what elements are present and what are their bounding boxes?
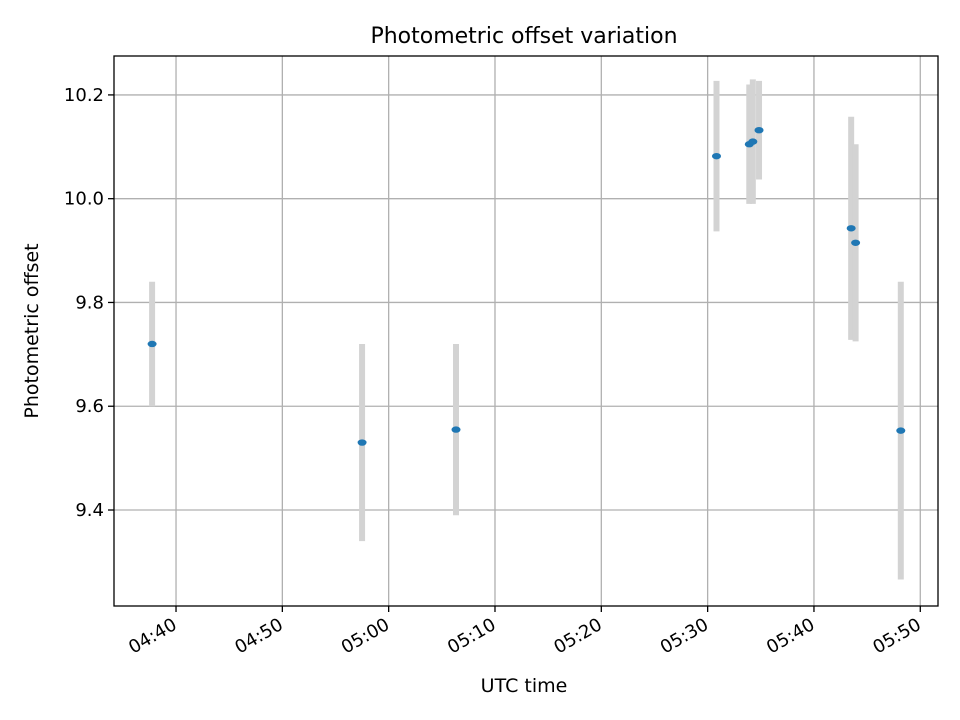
data-point [711, 152, 721, 160]
y-tick-label: 9.8 [75, 292, 104, 313]
data-point [357, 439, 367, 446]
chart-title: Photometric offset variation [370, 24, 677, 49]
y-tick-label: 10.2 [64, 85, 104, 106]
y-tick-label: 10.0 [64, 189, 104, 210]
plot-frame [113, 55, 939, 607]
data-point [748, 138, 758, 145]
grid-lines [114, 56, 938, 606]
data-point [754, 126, 764, 134]
data-point [896, 427, 906, 434]
data-point [846, 225, 856, 232]
data-point [147, 340, 157, 348]
x-axis-label: UTC time [481, 675, 568, 697]
y-axis-label: Photometric offset [21, 243, 43, 418]
data-point [451, 426, 461, 433]
data-points [147, 79, 906, 580]
y-tick-label: 9.6 [75, 396, 104, 417]
y-tick-label: 9.4 [75, 500, 104, 521]
data-point [851, 239, 861, 246]
